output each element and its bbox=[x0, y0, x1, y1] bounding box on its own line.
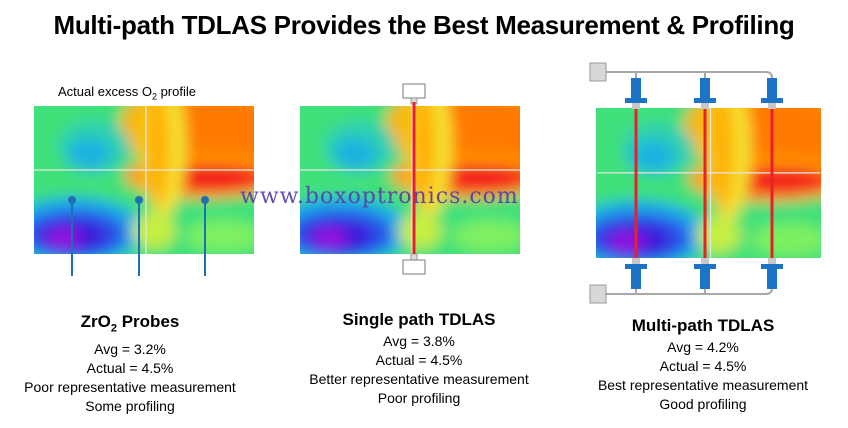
probe-3 bbox=[201, 196, 209, 276]
sensor-box-top bbox=[402, 83, 426, 99]
multi-avg: Avg = 4.2% bbox=[667, 339, 739, 355]
zro2-probes-diagram bbox=[34, 106, 254, 276]
single-actual: Actual = 4.5% bbox=[375, 352, 463, 368]
sensor-head-top-3 bbox=[761, 78, 783, 109]
sensor-head-bottom-1 bbox=[625, 258, 647, 289]
multi-path-heading: Multi-path TDLAS bbox=[631, 316, 775, 335]
zro2-probes-heading: ZrO2 Probes bbox=[80, 312, 180, 335]
zro2-probes-caption: ZrO2 Probes Avg = 3.2% Actual = 4.5% Poo… bbox=[4, 310, 256, 416]
zro2-avg: Avg = 3.2% bbox=[94, 341, 166, 358]
sensor-head-top-1 bbox=[625, 78, 647, 109]
sensor-head-bottom-3 bbox=[761, 258, 783, 289]
sensor-box-bottom bbox=[402, 259, 426, 275]
sensor-head-top-2 bbox=[694, 78, 716, 109]
multi-line1: Best representative measurement bbox=[597, 377, 809, 393]
single-avg: Avg = 3.8% bbox=[383, 333, 455, 349]
profile-label: Actual excess O2 profile bbox=[58, 84, 196, 102]
multi-line2: Good profiling bbox=[659, 396, 747, 412]
sensor-head-bottom-2 bbox=[694, 258, 716, 289]
analyzer-box-top bbox=[589, 62, 607, 82]
multi-path-caption: Multi-path TDLAS Avg = 4.2% Actual = 4.5… bbox=[578, 314, 828, 414]
heatmap-single bbox=[300, 82, 520, 276]
zro2-line1: Poor representative measurement bbox=[24, 379, 236, 396]
zro2-actual: Actual = 4.5% bbox=[86, 360, 174, 377]
heatmap-zro2 bbox=[34, 106, 254, 276]
single-path-heading: Single path TDLAS bbox=[342, 310, 496, 329]
multi-path-diagram bbox=[589, 62, 824, 304]
single-line2: Poor profiling bbox=[377, 390, 461, 406]
zro2-line2: Some profiling bbox=[85, 398, 175, 415]
multi-actual: Actual = 4.5% bbox=[659, 358, 747, 374]
single-path-diagram bbox=[300, 82, 520, 276]
single-path-caption: Single path TDLAS Avg = 3.8% Actual = 4.… bbox=[288, 308, 550, 408]
probe-2 bbox=[135, 196, 143, 276]
probe-1 bbox=[68, 196, 76, 276]
watermark: www.boxoptronics.com bbox=[240, 184, 519, 209]
single-line1: Better representative measurement bbox=[309, 371, 529, 387]
analyzer-box-bottom bbox=[589, 284, 607, 304]
page-title: Multi-path TDLAS Provides the Best Measu… bbox=[53, 10, 795, 40]
